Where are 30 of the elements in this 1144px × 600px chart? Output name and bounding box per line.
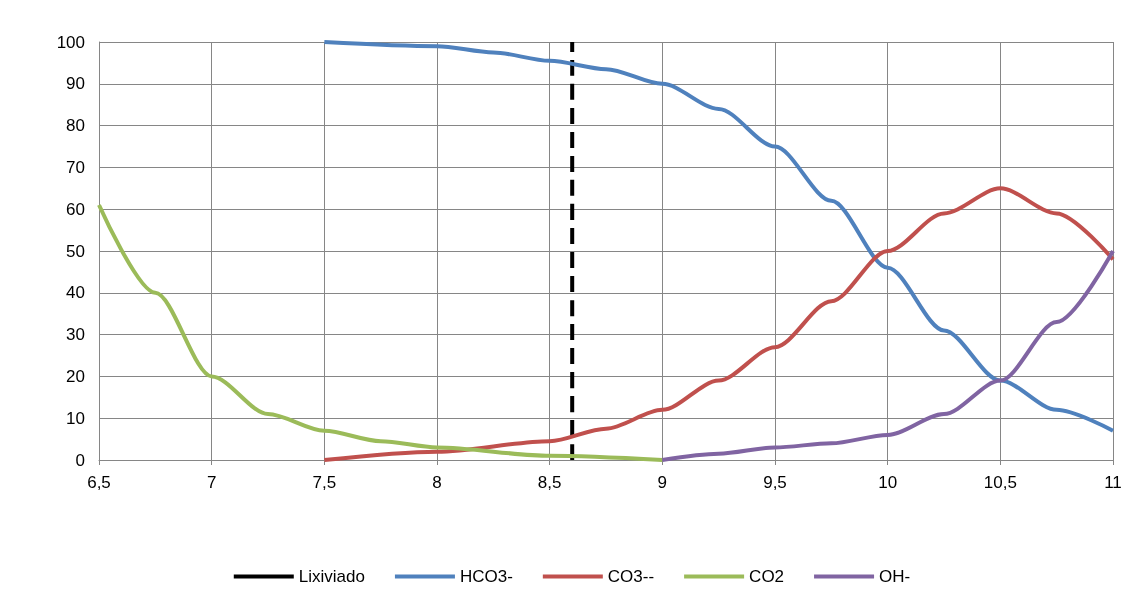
- x-tick-label: 6,5: [87, 473, 111, 492]
- line-series: [322, 186, 1115, 462]
- legend-label: Lixiviado: [298, 567, 365, 586]
- line-series: [322, 40, 1115, 433]
- legend-label: HCO3-: [459, 567, 513, 586]
- y-tick-label: 80: [66, 116, 85, 136]
- y-tick-label: 70: [66, 157, 85, 177]
- x-tick-label: 8: [432, 473, 442, 492]
- y-tick-label: 100: [56, 32, 85, 52]
- x-tick-label: 9,5: [763, 473, 787, 492]
- legend-label: OH-: [879, 567, 911, 586]
- line-series: [660, 249, 1115, 462]
- y-tick-label: 10: [66, 408, 85, 428]
- x-tick-label: 11: [1104, 473, 1122, 492]
- x-tick-label: 9: [657, 473, 668, 492]
- y-tick-label: 90: [66, 74, 85, 94]
- y-tick-label: 40: [66, 283, 85, 303]
- y-tick-label: 50: [66, 241, 85, 261]
- x-tick-label: 10,5: [983, 473, 1017, 492]
- y-tick-label: 30: [66, 325, 85, 345]
- y-tick-label: 20: [66, 366, 85, 386]
- legend-label: CO2: [749, 567, 785, 586]
- x-tick-label: 7: [206, 473, 217, 492]
- legend-label: CO3--: [607, 567, 655, 586]
- y-tick-label: 0: [75, 450, 85, 470]
- line-series: [97, 203, 665, 462]
- x-tick-label: 10: [878, 473, 898, 492]
- x-tick-label: 8,5: [537, 473, 562, 492]
- y-tick-label: 60: [66, 199, 85, 219]
- x-tick-label: 7,5: [312, 473, 337, 492]
